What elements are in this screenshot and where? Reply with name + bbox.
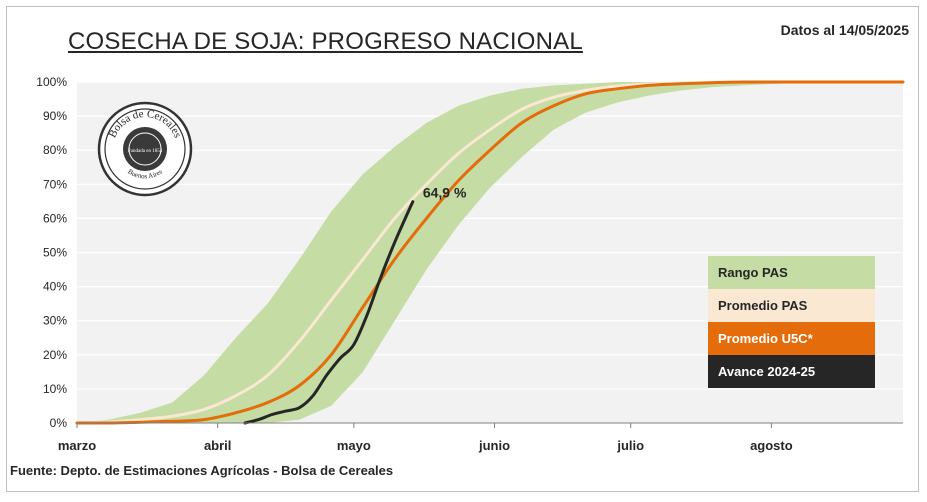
y-axis-ticks: 0% 10% 20% 30% 40% 50% 60% 70% 80% 90% 100% [36, 75, 67, 430]
bolsa-de-cereales-logo: Bolsa de Cereales Fundada en 1854 Buenos… [97, 101, 193, 197]
source-note: Fuente: Depto. de Estimaciones Agrícolas… [10, 463, 394, 478]
y-tick-label: 20% [43, 348, 67, 362]
y-tick-label: 100% [36, 75, 67, 89]
date-label: Datos al 14/05/2025 [780, 22, 909, 38]
x-tick-label-agosto: agosto [750, 438, 793, 453]
legend: Rango PAS Promedio PAS Promedio U5C* Ava… [708, 256, 875, 388]
legend-item-rango-pas: Rango PAS [708, 256, 875, 289]
y-tick-label: 70% [43, 177, 67, 191]
y-tick-label: 60% [43, 211, 67, 225]
logo-text-bottom: Buenos Aires [126, 167, 164, 180]
annotations: 64,9 % [423, 185, 467, 201]
x-tick-label-junio: junio [478, 438, 510, 453]
y-tick-label: 90% [43, 109, 67, 123]
x-tick-label-abril: abril [204, 438, 231, 453]
y-tick-label: 0% [50, 416, 68, 430]
y-tick-label: 40% [43, 280, 67, 294]
chart-title: COSECHA DE SOJA: PROGRESO NACIONAL [68, 28, 583, 55]
x-tick-label-marzo: marzo [58, 438, 96, 453]
legend-item-promedio-u5c: Promedio U5C* [708, 322, 875, 355]
x-tick-label-julio: julio [616, 438, 644, 453]
x-axis-ticks: marzo abril mayo junio julio agosto [58, 423, 793, 453]
annotation-label: 64,9 % [423, 185, 467, 201]
legend-item-avance-2024-25: Avance 2024-25 [708, 355, 875, 388]
y-tick-label: 50% [43, 246, 67, 260]
y-tick-label: 30% [43, 314, 67, 328]
y-tick-label: 80% [43, 143, 67, 157]
logo-text-ring: Fundada en 1854 [128, 149, 163, 154]
y-tick-label: 10% [43, 382, 67, 396]
range-pas-area [77, 82, 903, 423]
legend-item-promedio-pas: Promedio PAS [708, 289, 875, 322]
avance-2024-25-line [243, 200, 415, 425]
promedio-u5c-line [75, 80, 905, 425]
x-tick-label-mayo: mayo [337, 438, 371, 453]
